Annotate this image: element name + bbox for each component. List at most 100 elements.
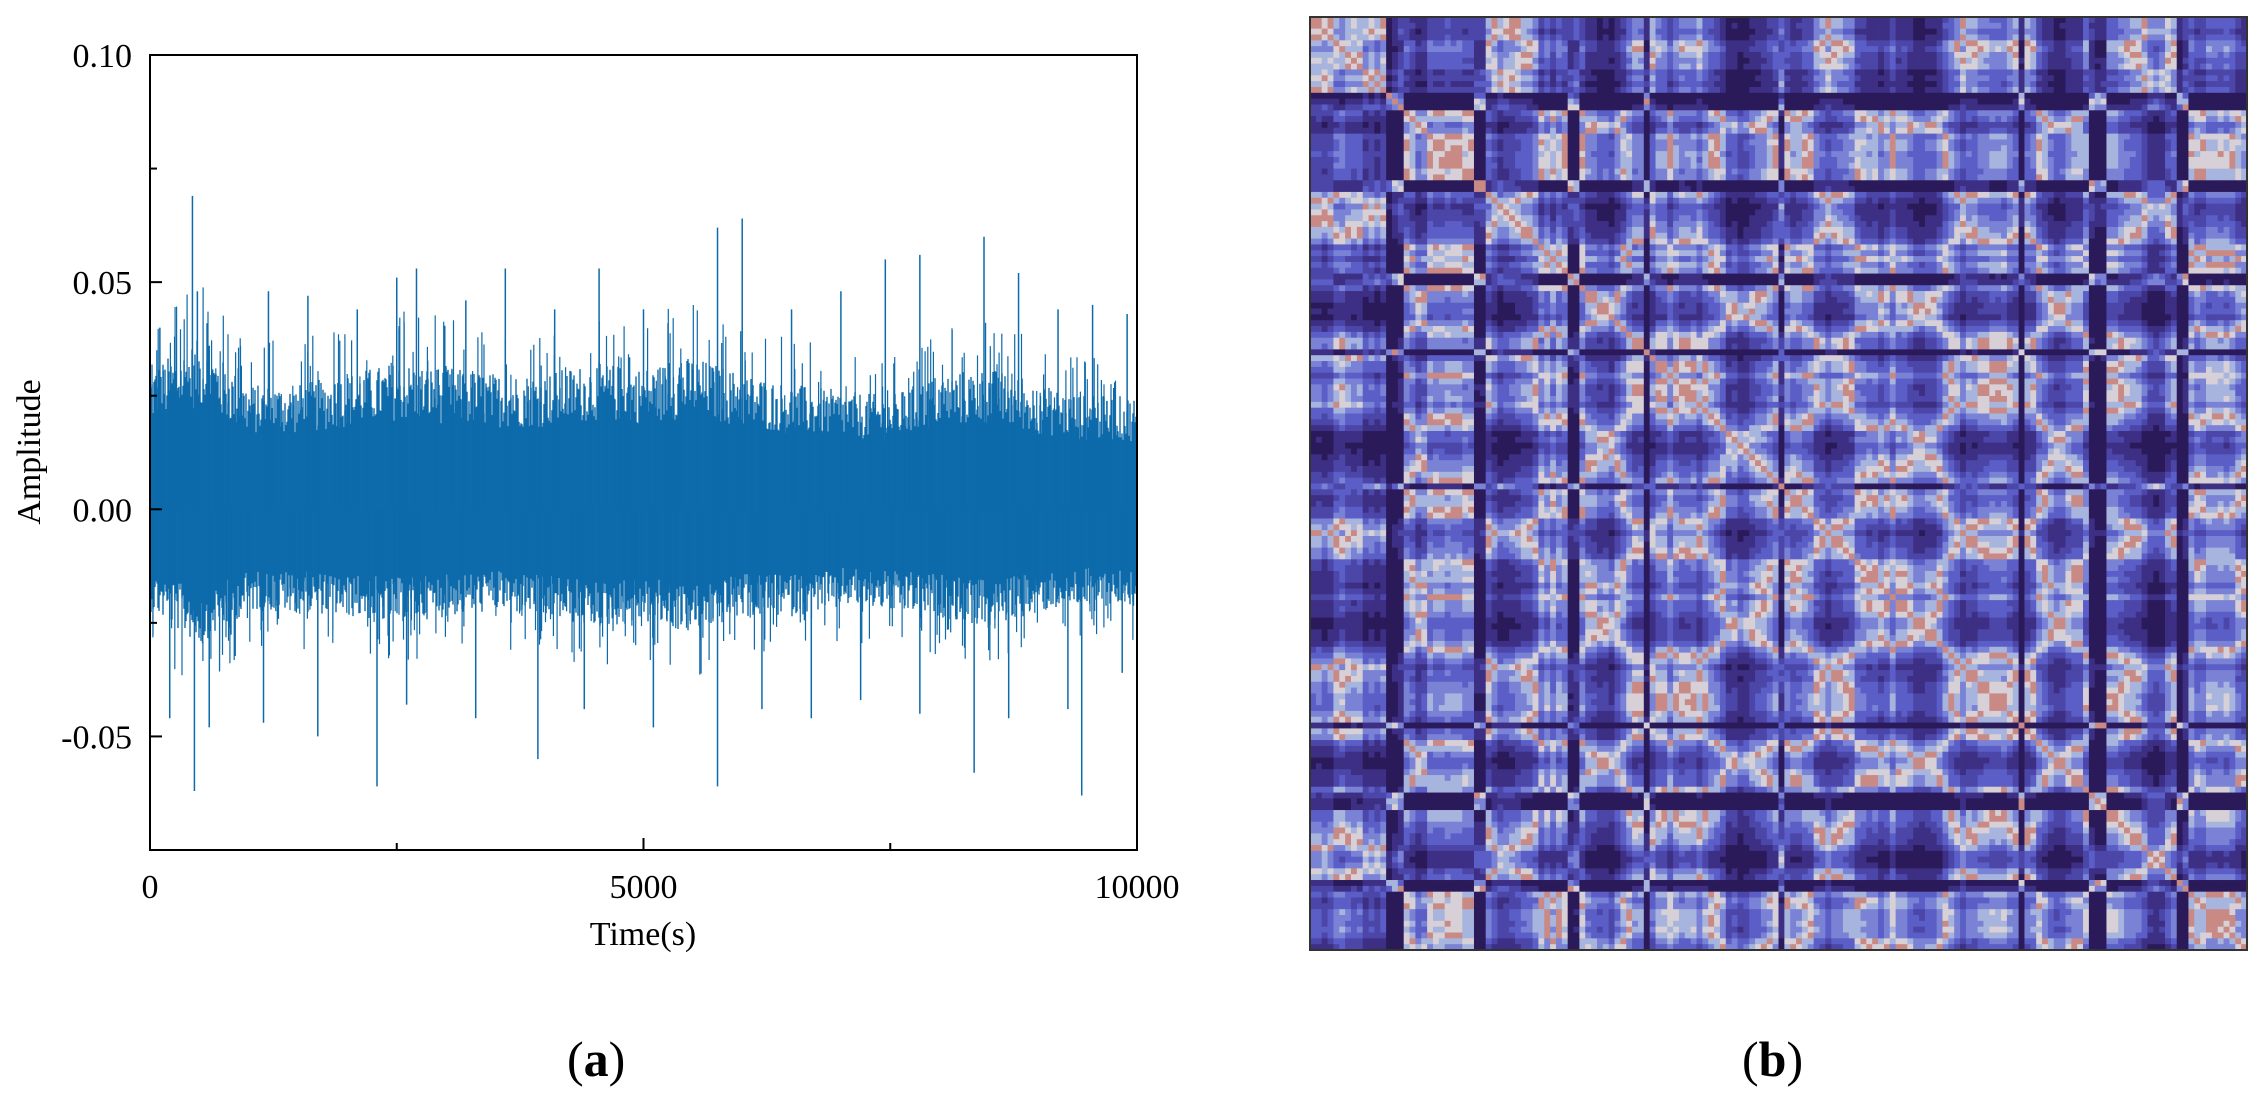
heatmap-cell [1942,86,1949,94]
heatmap-cell [2112,92,2119,100]
heatmap-cell [1725,104,1733,111]
heatmap-cell [2100,180,2107,187]
heatmap-cell [2223,46,2230,53]
heatmap-cell [1848,28,1856,35]
heatmap-cell [1819,28,1826,35]
heatmap-cell [2147,151,2154,158]
heatmap-cell [1719,127,1727,135]
heatmap-cell [2094,98,2101,105]
heatmap-cell [1444,145,1451,152]
heatmap-cell [1544,139,1551,146]
heatmap-cell [1626,116,1633,123]
heatmap-cell [2001,63,2008,70]
heatmap-cell [1350,92,1358,100]
heatmap-cell [2153,145,2160,152]
heatmap-cell [1954,133,1961,140]
heatmap-cell [2012,75,2020,82]
heatmap-cell [1544,116,1551,123]
heatmap-cell [2012,168,2020,175]
heatmap-cell [1696,162,1703,170]
heatmap-cell [2006,69,2014,76]
heatmap-cell [1362,162,1369,170]
heatmap-cell [2229,151,2236,158]
heatmap-cell [2165,57,2172,65]
heatmap-cell [1509,69,1516,76]
heatmap-cell [1889,69,1897,76]
heatmap-cell [1655,156,1662,164]
heatmap-cell [1696,69,1703,76]
heatmap-cell [1825,151,1832,158]
heatmap-cell [2042,81,2049,88]
heatmap-cell [1965,75,1973,82]
heatmap-cell [1837,145,1844,152]
heatmap-cell [1801,51,1809,59]
heatmap-cell [1362,57,1369,65]
heatmap-cell [1608,156,1615,164]
heatmap-cell [2006,57,2014,65]
heatmap-cell [1678,168,1686,175]
heatmap-cell [1813,174,1820,181]
heatmap-cell [2170,127,2178,135]
heatmap-cell [1807,174,1815,181]
heatmap-cell [1315,22,1323,30]
heatmap-cell [1491,121,1498,129]
heatmap-cell [1983,22,1990,30]
heatmap-cell [1491,28,1498,35]
heatmap-cell [2170,57,2178,65]
heatmap-cell [1368,116,1375,123]
heatmap-cell [1889,92,1897,100]
heatmap-cell [1766,145,1774,152]
heatmap-cell [2141,81,2148,88]
heatmap-cell [1380,151,1387,158]
heatmap-cell [1579,151,1586,158]
heatmap-cell [1596,174,1604,181]
heatmap-cell [1772,116,1779,123]
heatmap-cell [1374,110,1381,117]
heatmap-cell [2129,57,2137,65]
heatmap-cell [2217,116,2224,123]
heatmap-cell [1819,180,1826,187]
heatmap-cell [1620,174,1627,181]
heatmap-cell [1415,92,1422,100]
heatmap-cell [1778,121,1785,129]
heatmap-cell [1778,98,1785,105]
heatmap-cell [1872,75,1879,82]
heatmap-cell [1427,151,1434,158]
heatmap-cell [1907,186,1914,193]
heatmap-cell [1930,191,1938,199]
heatmap-cell [1368,22,1375,30]
heatmap-cell [2124,156,2131,164]
heatmap-cell [2100,46,2107,53]
heatmap-cell [1339,92,1346,100]
heatmap-cell [1368,121,1375,129]
heatmap-cell [1514,46,1522,53]
heatmap-cell [1796,40,1803,47]
heatmap-cell [1919,133,1926,140]
heatmap-cell [1766,98,1774,105]
heatmap-cell [1977,116,1984,123]
heatmap-cell [1749,57,1756,65]
heatmap-cell [2094,151,2101,158]
heatmap-cell [1620,186,1627,193]
heatmap-cell [2071,81,2078,88]
heatmap-cell [1380,46,1387,53]
heatmap-cell [1684,180,1692,187]
heatmap-cell [1386,57,1393,65]
heatmap-cell [1807,63,1815,70]
heatmap-cell [1866,63,1873,70]
heatmap-cell [1737,180,1744,187]
heatmap-cell [1409,75,1416,82]
heatmap-cell [1380,127,1387,135]
heatmap-cell [1842,162,1850,170]
heatmap-cell [2030,57,2037,65]
heatmap-cell [1450,174,1457,181]
heatmap-cell [2065,127,2072,135]
heatmap-cell [2112,121,2119,129]
heatmap-cell [1807,81,1815,88]
heatmap-cell [1737,191,1744,199]
heatmap-cell [1696,104,1703,111]
heatmap-cell [1579,139,1586,146]
heatmap-cell [2094,116,2101,123]
heatmap-cell [1567,174,1574,181]
heatmap-cell [1362,28,1369,35]
